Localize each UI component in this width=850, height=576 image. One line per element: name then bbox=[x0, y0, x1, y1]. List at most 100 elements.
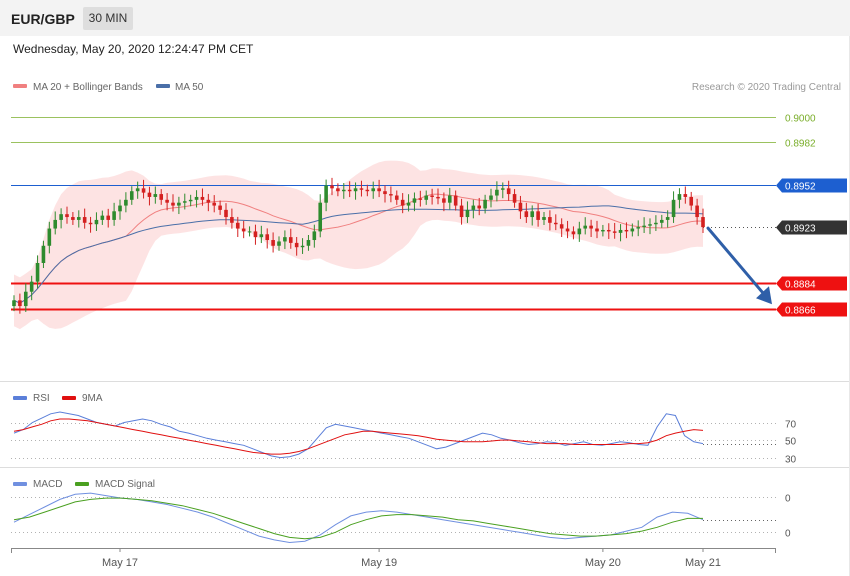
candles-layer bbox=[12, 177, 705, 314]
candle-body bbox=[200, 196, 205, 200]
candle-body bbox=[82, 217, 87, 223]
macd-signal-legend-label: MACD Signal bbox=[95, 479, 155, 490]
candle-body bbox=[665, 217, 670, 220]
candle-body bbox=[654, 222, 658, 225]
rsi-ma-legend-label: 9MA bbox=[82, 393, 103, 404]
macd-series-line bbox=[13, 492, 704, 544]
candle-body bbox=[489, 195, 493, 200]
rsi-lines bbox=[13, 411, 776, 459]
candle-body bbox=[671, 199, 676, 218]
candle-body bbox=[595, 228, 599, 232]
macd-legend: MACD MACD Signal bbox=[13, 479, 155, 490]
candle-body bbox=[235, 222, 240, 229]
candle-body bbox=[477, 205, 482, 209]
macd-tick-label: 0 bbox=[785, 494, 791, 505]
candle-body bbox=[165, 199, 169, 203]
candle-body bbox=[648, 224, 652, 226]
forecast-layer bbox=[706, 226, 772, 305]
candle-body bbox=[695, 205, 699, 218]
candle-body bbox=[265, 234, 270, 241]
candle-body bbox=[394, 195, 399, 200]
bollinger-band-fill bbox=[14, 160, 703, 330]
candle-body bbox=[430, 195, 434, 197]
rsi-legend-swatch bbox=[13, 396, 27, 400]
x-axis-label: May 21 bbox=[685, 557, 721, 569]
candle-body bbox=[230, 217, 234, 223]
candle-body bbox=[536, 211, 540, 220]
candle-body bbox=[177, 202, 181, 206]
candle-body bbox=[453, 195, 458, 206]
price-panel: 0.9000 0.8982 0.8952 0.8923 0.8884 0.8866 MA … bbox=[11, 82, 847, 330]
ma50-line bbox=[13, 205, 704, 304]
rsi-legend: RSI 9MA bbox=[13, 393, 103, 404]
candle-body bbox=[94, 219, 99, 225]
candle-body bbox=[424, 195, 429, 200]
levels-layer: 0.9000 0.8982 0.8952 0.8923 0.8884 0.8866 bbox=[11, 114, 847, 317]
x-axis-label: May 19 bbox=[361, 557, 397, 569]
candle-body bbox=[389, 194, 393, 196]
candle-body bbox=[12, 300, 16, 307]
candle-body bbox=[518, 202, 523, 212]
candle-body bbox=[241, 228, 246, 232]
rsi-legend-label: RSI bbox=[33, 393, 50, 404]
candle-body bbox=[324, 185, 328, 203]
rsi-tick-label: 30 bbox=[785, 455, 797, 466]
level-label-resistance: 0.8952 bbox=[785, 182, 816, 193]
x-axis-label: May 20 bbox=[585, 557, 621, 569]
ma50-legend-swatch bbox=[156, 84, 170, 88]
candle-body bbox=[294, 242, 299, 248]
candle-body bbox=[642, 225, 646, 228]
candle-body bbox=[383, 191, 387, 195]
ma50-legend-label: MA 50 bbox=[175, 82, 204, 93]
candle-body bbox=[182, 201, 187, 203]
candle-body bbox=[601, 229, 605, 232]
candle-body bbox=[371, 188, 376, 192]
candle-body bbox=[171, 202, 175, 206]
candle-body bbox=[559, 224, 564, 229]
candle-body bbox=[141, 188, 146, 193]
rsi-ma-legend-swatch bbox=[62, 396, 76, 400]
candle-body bbox=[459, 205, 464, 218]
candle-body bbox=[565, 228, 570, 232]
candle-body bbox=[318, 202, 323, 232]
candle-body bbox=[194, 196, 199, 200]
candle-body bbox=[353, 188, 358, 192]
candle-body bbox=[312, 231, 317, 241]
macd-series-line bbox=[13, 497, 703, 540]
candle-body bbox=[406, 202, 411, 206]
price-legend: MA 20 + Bollinger Bands MA 50 Research ©… bbox=[13, 82, 841, 93]
candle-body bbox=[18, 300, 22, 307]
candle-body bbox=[118, 205, 122, 212]
macd-signal-legend-swatch bbox=[75, 482, 89, 486]
candle-body bbox=[659, 219, 664, 223]
symbol-label: EUR/GBP bbox=[11, 11, 75, 27]
candle-body bbox=[206, 199, 211, 203]
candle-body bbox=[106, 215, 111, 220]
candle-body bbox=[442, 198, 446, 203]
macd-tick-label: 0 bbox=[785, 529, 791, 540]
candle-body bbox=[571, 231, 576, 235]
candle-body bbox=[247, 231, 252, 233]
forecast-arrow-shaft bbox=[706, 226, 766, 296]
candle-body bbox=[124, 199, 128, 206]
candle-body bbox=[436, 196, 440, 199]
candle-body bbox=[35, 263, 40, 282]
candle-body bbox=[147, 192, 152, 197]
chart-header bbox=[0, 0, 850, 36]
ma-layer bbox=[13, 193, 704, 304]
candle-body bbox=[447, 195, 452, 203]
candle-body bbox=[277, 241, 281, 246]
bollinger-layer bbox=[14, 160, 703, 330]
candle-body bbox=[606, 229, 611, 232]
candle-body bbox=[288, 237, 293, 243]
candle-body bbox=[153, 194, 158, 197]
candle-body bbox=[365, 189, 370, 192]
candle-body bbox=[400, 199, 405, 206]
candle-body bbox=[347, 189, 352, 192]
candle-body bbox=[483, 199, 487, 209]
level-label-support: 0.8884 bbox=[785, 280, 816, 291]
rsi-panel: 70 50 30 RSI 9MA bbox=[11, 393, 797, 466]
timeframe-badge[interactable]: 30 MIN bbox=[83, 7, 133, 30]
rsi-tick-label: 70 bbox=[785, 420, 797, 431]
macd-lines bbox=[13, 492, 776, 544]
